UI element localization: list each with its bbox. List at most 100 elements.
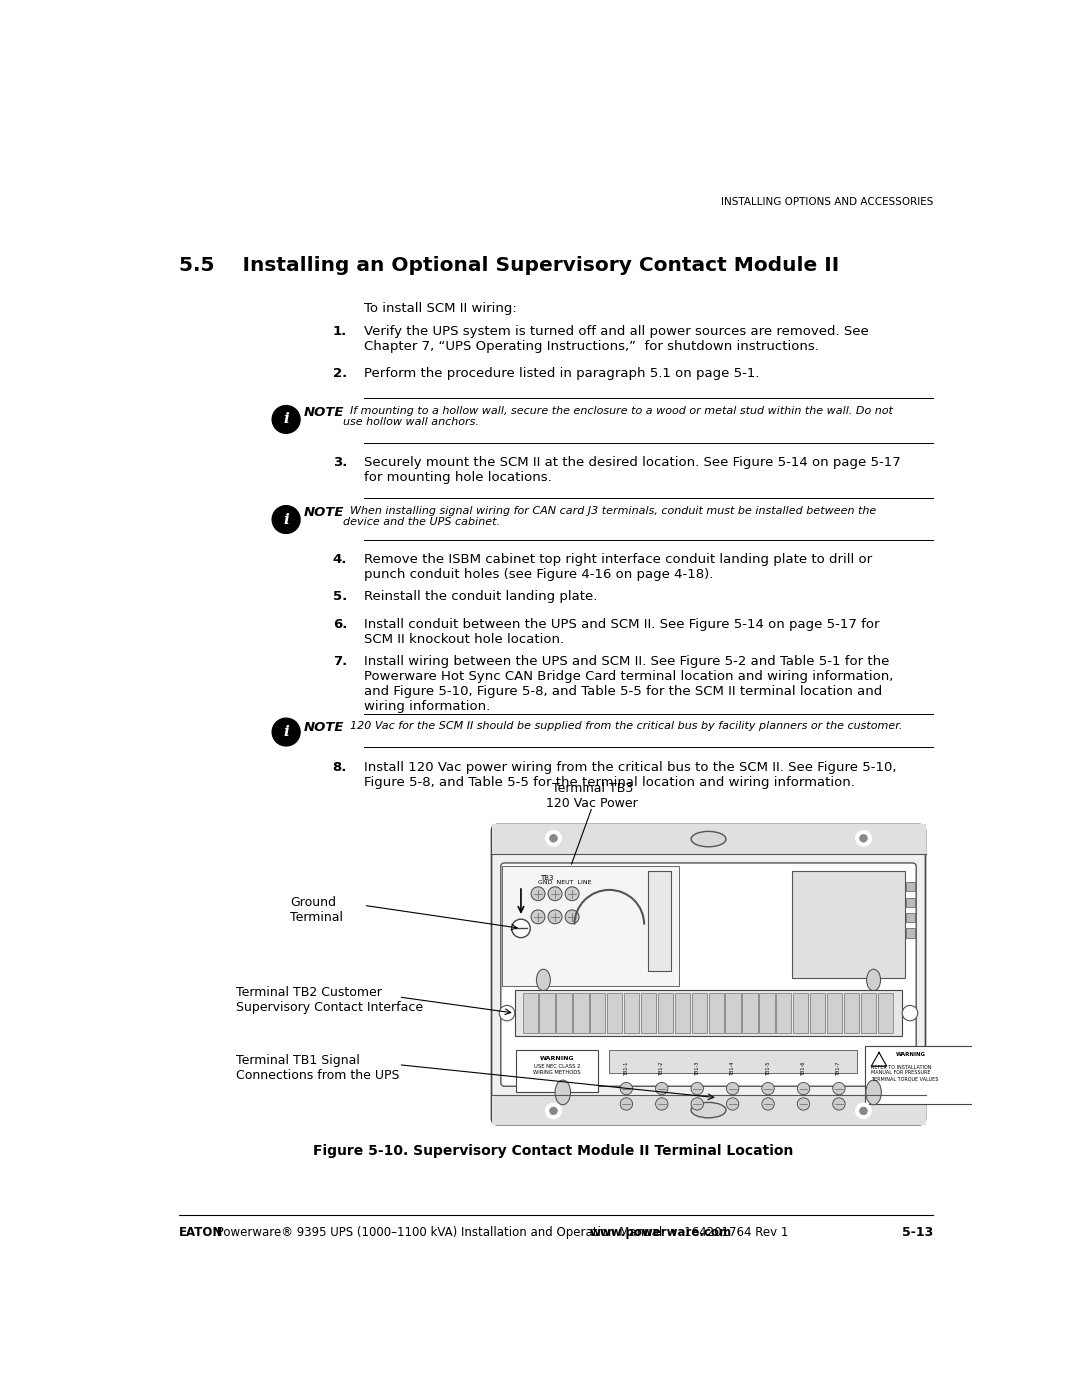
FancyBboxPatch shape (861, 993, 876, 1034)
Text: GND  NEUT  LINE: GND NEUT LINE (538, 880, 592, 884)
FancyBboxPatch shape (516, 1051, 597, 1092)
Circle shape (620, 1083, 633, 1095)
Circle shape (550, 1106, 557, 1115)
FancyBboxPatch shape (502, 866, 679, 986)
FancyBboxPatch shape (515, 990, 902, 1037)
Text: Perform the procedure listed in paragraph 5.1 on page 5-1.: Perform the procedure listed in paragrap… (364, 367, 759, 380)
Text: 1.: 1. (333, 326, 347, 338)
Text: EATON: EATON (179, 1227, 224, 1239)
FancyBboxPatch shape (501, 863, 916, 1087)
Text: NOTE: NOTE (303, 506, 345, 518)
FancyBboxPatch shape (843, 993, 859, 1034)
Circle shape (550, 834, 557, 842)
FancyBboxPatch shape (742, 993, 758, 1034)
Text: WARNING: WARNING (540, 1056, 575, 1062)
Text: Remove the ISBM cabinet top right interface conduit landing plate to drill or
pu: Remove the ISBM cabinet top right interf… (364, 553, 872, 581)
Circle shape (272, 506, 300, 534)
Text: 2.: 2. (333, 367, 347, 380)
Ellipse shape (691, 1102, 726, 1118)
Text: NOTE: NOTE (303, 721, 345, 735)
Text: When installing signal wiring for CAN card J3 terminals, conduit must be install: When installing signal wiring for CAN ca… (342, 506, 876, 527)
Circle shape (727, 1098, 739, 1111)
Text: Verify the UPS system is turned off and all power sources are removed. See
Chapt: Verify the UPS system is turned off and … (364, 326, 868, 353)
Text: TB1-6: TB1-6 (801, 1062, 806, 1076)
Circle shape (656, 1098, 667, 1111)
FancyBboxPatch shape (759, 993, 774, 1034)
Text: TB1-4: TB1-4 (730, 1062, 735, 1076)
Ellipse shape (866, 970, 880, 990)
FancyBboxPatch shape (726, 993, 741, 1034)
Text: 4.: 4. (333, 553, 347, 566)
FancyBboxPatch shape (624, 993, 639, 1034)
Text: Install 120 Vac power wiring from the critical bus to the SCM II. See Figure 5-1: Install 120 Vac power wiring from the cr… (364, 761, 896, 789)
Circle shape (565, 909, 579, 923)
Circle shape (727, 1083, 739, 1095)
Text: Ground
Terminal: Ground Terminal (291, 895, 343, 923)
FancyBboxPatch shape (573, 993, 589, 1034)
Circle shape (797, 1083, 810, 1095)
FancyBboxPatch shape (539, 993, 555, 1034)
FancyBboxPatch shape (607, 993, 622, 1034)
Ellipse shape (866, 1080, 881, 1105)
Text: 5.5    Installing an Optional Supervisory Contact Module II: 5.5 Installing an Optional Supervisory C… (179, 256, 839, 275)
Circle shape (860, 1106, 867, 1115)
FancyBboxPatch shape (556, 993, 571, 1034)
Text: i: i (283, 513, 289, 527)
Circle shape (855, 831, 872, 847)
Circle shape (545, 1104, 562, 1119)
Ellipse shape (537, 970, 551, 990)
Text: 6.: 6. (333, 617, 347, 631)
FancyBboxPatch shape (523, 993, 538, 1034)
FancyBboxPatch shape (640, 993, 657, 1034)
Circle shape (761, 1098, 774, 1111)
Text: INSTALLING OPTIONS AND ACCESSORIES: INSTALLING OPTIONS AND ACCESSORIES (720, 197, 933, 207)
Circle shape (761, 1083, 774, 1095)
Text: TB1-7: TB1-7 (836, 1062, 841, 1076)
FancyBboxPatch shape (810, 993, 825, 1034)
Circle shape (656, 1083, 667, 1095)
FancyBboxPatch shape (906, 929, 916, 937)
Text: Install conduit between the UPS and SCM II. See Figure 5-14 on page 5-17 for
SCM: Install conduit between the UPS and SCM … (364, 617, 879, 645)
Text: Terminal TB3
120 Vac Power: Terminal TB3 120 Vac Power (546, 782, 638, 810)
Circle shape (565, 887, 579, 901)
Circle shape (531, 909, 545, 923)
Text: i: i (283, 725, 289, 739)
Text: TB1-3: TB1-3 (694, 1062, 700, 1076)
Text: TB3: TB3 (541, 875, 554, 880)
FancyBboxPatch shape (648, 870, 672, 971)
Text: Terminal TB1 Signal
Connections from the UPS: Terminal TB1 Signal Connections from the… (235, 1053, 400, 1081)
Text: 5.: 5. (333, 591, 347, 604)
FancyBboxPatch shape (906, 882, 916, 891)
Text: To install SCM II wiring:: To install SCM II wiring: (364, 302, 516, 316)
Text: 5-13: 5-13 (902, 1227, 933, 1239)
FancyBboxPatch shape (491, 1095, 926, 1125)
FancyBboxPatch shape (491, 824, 926, 854)
Ellipse shape (691, 831, 726, 847)
Circle shape (860, 834, 867, 842)
Text: Figure 5-10. Supervisory Contact Module II Terminal Location: Figure 5-10. Supervisory Contact Module … (313, 1144, 794, 1158)
Text: TB1-5: TB1-5 (766, 1062, 770, 1076)
Circle shape (797, 1098, 810, 1111)
FancyBboxPatch shape (793, 870, 905, 978)
Text: TB1-2: TB1-2 (659, 1062, 664, 1076)
FancyBboxPatch shape (878, 993, 893, 1034)
Text: Install wiring between the UPS and SCM II. See Figure 5-2 and Table 5-1 for the
: Install wiring between the UPS and SCM I… (364, 655, 893, 712)
Text: 7.: 7. (333, 655, 347, 668)
Circle shape (691, 1083, 703, 1095)
FancyBboxPatch shape (675, 993, 690, 1034)
Circle shape (531, 887, 545, 901)
FancyBboxPatch shape (590, 993, 606, 1034)
Text: Powerware® 9395 UPS (1000–1100 kVA) Installation and Operation Manual  •  164201: Powerware® 9395 UPS (1000–1100 kVA) Inst… (213, 1227, 793, 1239)
Circle shape (691, 1098, 703, 1111)
Text: TB1-1: TB1-1 (624, 1062, 629, 1076)
Text: USE NEC CLASS 2
WIRING METHODS: USE NEC CLASS 2 WIRING METHODS (534, 1065, 581, 1074)
Text: 120 Vac for the SCM II should be supplied from the critical bus by facility plan: 120 Vac for the SCM II should be supplie… (342, 721, 902, 731)
FancyBboxPatch shape (609, 1051, 858, 1073)
Text: Securely mount the SCM II at the desired location. See Figure 5-14 on page 5-17
: Securely mount the SCM II at the desired… (364, 457, 901, 485)
Circle shape (833, 1098, 846, 1111)
FancyBboxPatch shape (777, 993, 792, 1034)
Text: i: i (283, 412, 289, 426)
Text: 3.: 3. (333, 457, 347, 469)
Circle shape (545, 831, 562, 847)
Circle shape (902, 1006, 918, 1021)
